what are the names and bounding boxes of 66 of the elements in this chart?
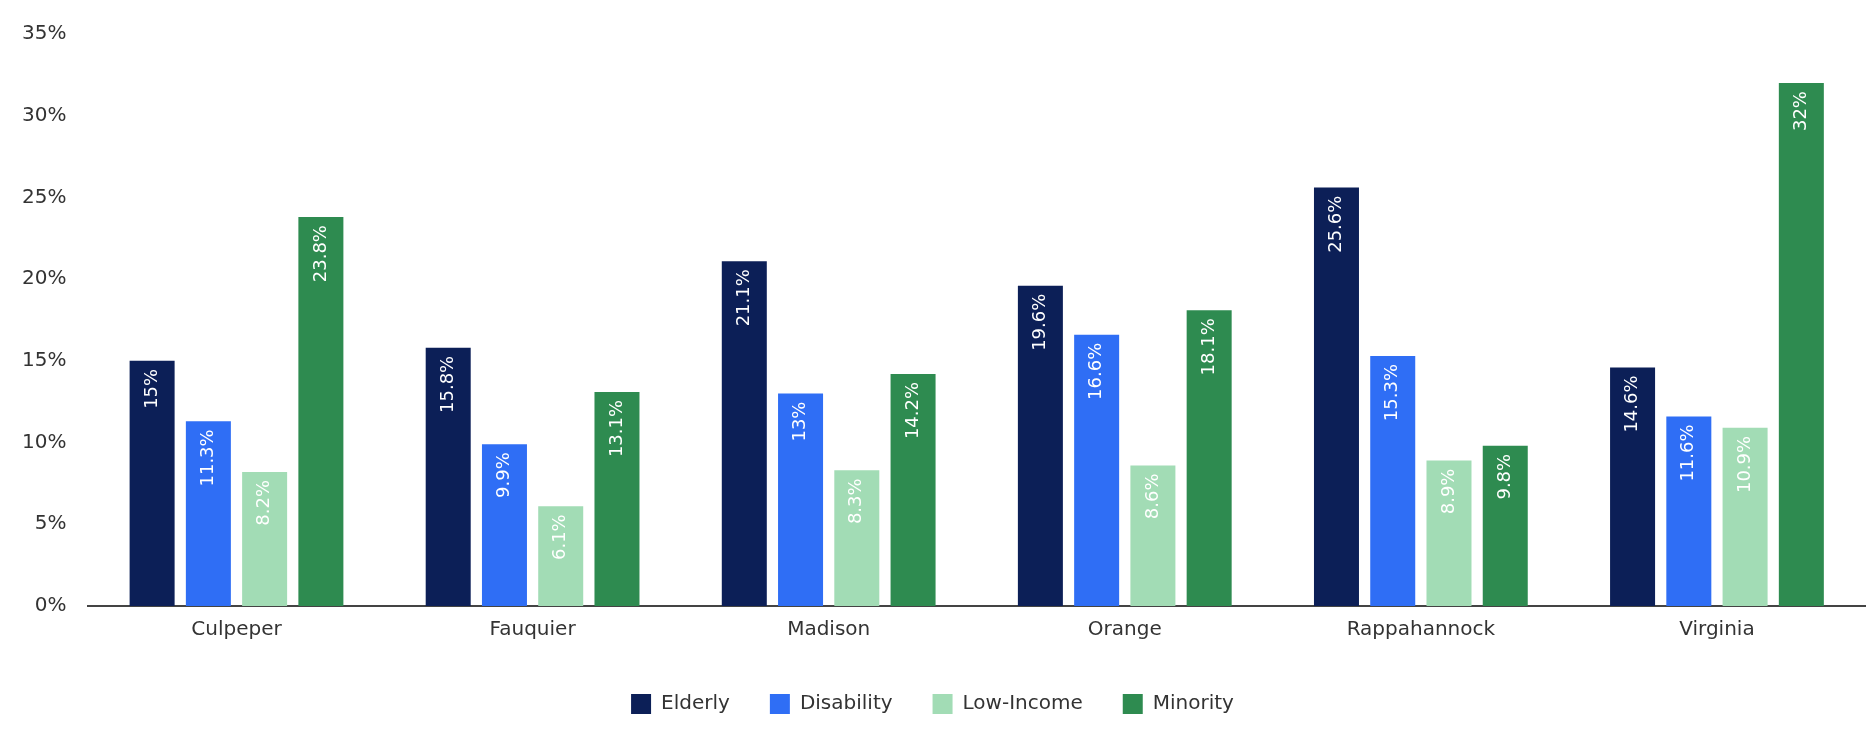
bar [481, 444, 527, 606]
legend-label: Minority [1152, 690, 1235, 715]
bar [185, 421, 231, 606]
y-tick-label: 30% [22, 101, 67, 126]
data-label: 10.9% [1732, 435, 1754, 494]
y-tick-label: 20% [22, 265, 67, 290]
data-label: 11.6% [1676, 424, 1698, 482]
bar [778, 393, 824, 606]
bar [298, 217, 344, 606]
bar [1313, 187, 1359, 606]
data-label: 25.6% [1324, 195, 1346, 253]
data-label: 23.8% [308, 225, 330, 283]
x-tick-label: Culpeper [191, 616, 283, 641]
legend-label: Disability [799, 690, 893, 715]
y-tick-label: 25% [22, 183, 67, 208]
data-label: 8.6% [1140, 473, 1162, 520]
data-label: 9.9% [492, 452, 514, 498]
bar [1778, 83, 1824, 606]
bar [1482, 445, 1528, 606]
data-label: 21.1% [731, 269, 753, 327]
data-label: 14.2% [900, 381, 922, 440]
data-label: 8.3% [844, 478, 866, 525]
data-label: 11.3% [196, 429, 218, 487]
data-label: 15.8% [435, 355, 457, 413]
bar [721, 261, 767, 606]
y-tick-label: 35% [22, 20, 67, 45]
data-label: 13% [788, 401, 810, 442]
data-label: 32% [1789, 91, 1811, 132]
bar [1722, 427, 1768, 606]
data-label: 15.3% [1380, 363, 1402, 422]
bar [1666, 416, 1712, 606]
bar [1370, 355, 1416, 606]
data-label: 8.9% [1436, 468, 1458, 515]
x-tick-label: Rappahannock [1346, 616, 1496, 641]
bar [1017, 285, 1063, 606]
bar [1426, 460, 1472, 606]
legend-label: Elderly [661, 690, 731, 715]
x-tick-label: Orange [1087, 616, 1162, 641]
data-label: 18.1% [1196, 318, 1218, 376]
bar [1610, 367, 1656, 606]
data-label: 14.6% [1620, 375, 1642, 433]
data-label: 9.8% [1492, 453, 1514, 500]
bar [425, 347, 471, 606]
bar [242, 471, 288, 606]
x-tick-label: Madison [787, 616, 871, 641]
bar [890, 373, 936, 606]
x-tick-label: Virginia [1679, 616, 1755, 641]
bar [538, 506, 584, 606]
bar [594, 391, 640, 606]
bar [129, 360, 175, 606]
y-tick-label: 5% [34, 510, 67, 535]
data-label: 8.2% [252, 479, 274, 526]
data-label: 16.6% [1084, 342, 1106, 400]
data-label: 6.1% [548, 514, 570, 561]
data-label: 13.1% [604, 399, 626, 458]
legend-label: Low-Income [962, 690, 1083, 715]
bar [834, 470, 880, 606]
bar [1186, 310, 1232, 606]
y-tick-label: 10% [22, 428, 67, 453]
y-tick-label: 0% [34, 592, 67, 617]
data-label: 15% [139, 368, 161, 409]
bar [1074, 334, 1120, 606]
y-tick-label: 15% [22, 347, 67, 372]
bar [1130, 465, 1176, 606]
data-label: 19.6% [1028, 293, 1050, 351]
x-tick-label: Fauquier [489, 616, 577, 641]
